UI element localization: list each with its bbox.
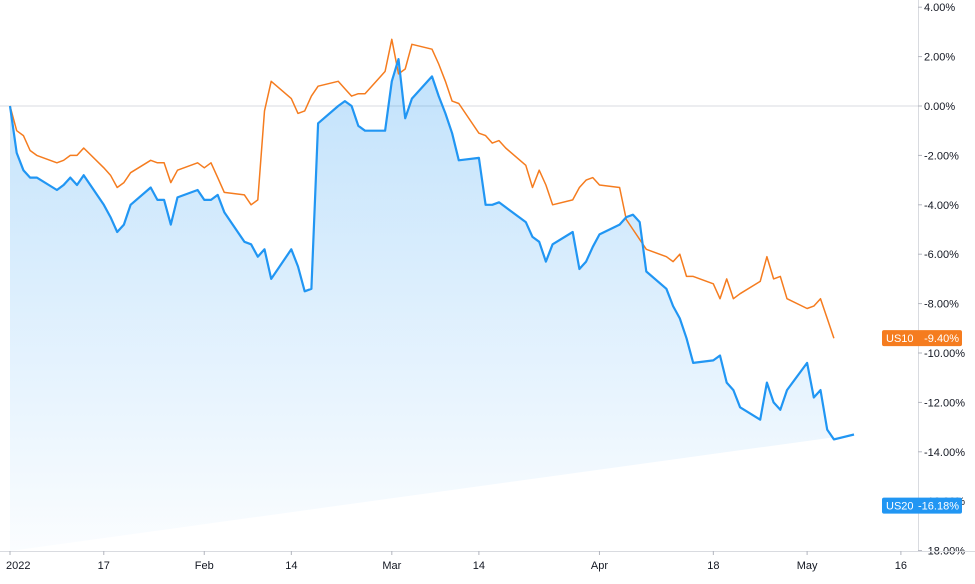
x-tick-label: 16 — [895, 560, 907, 572]
y-axis: 4.00% 2.00% 0.00% -2.00% -4.00% -6.00% -8.00% -… — [918, 0, 965, 558]
y-tick-label: -6.00% — [924, 249, 959, 261]
x-tick-label: Mar — [382, 560, 401, 572]
y-tick-label: -14.00% — [924, 447, 965, 459]
y-tick-label: 2.00% — [924, 52, 955, 64]
x-tick-label: 2022 — [6, 560, 30, 572]
x-tick-label: May — [797, 560, 818, 572]
y-tick-label: -2.00% — [924, 150, 959, 162]
x-tick-label: 18 — [707, 560, 719, 572]
y-tick-label: -4.00% — [924, 200, 959, 212]
last-value-badges: US10 -9.40% US20 -16.18% — [882, 330, 962, 514]
y-tick-label: 0.00% — [924, 101, 955, 113]
us20-area — [10, 59, 854, 551]
plot-area[interactable] — [0, 0, 918, 551]
badge-us10: US10 -9.40% — [882, 330, 962, 347]
us20-line[interactable] — [8, 58, 855, 441]
badge-background — [882, 497, 962, 514]
badge-series-name: US20 — [886, 501, 914, 513]
y-tick-label: -8.00% — [924, 299, 959, 311]
badge-background — [882, 330, 962, 347]
badge-series-name: US10 — [886, 333, 914, 345]
x-axis: 2022 17 Feb 14 Mar 14 Apr 18 May 16 — [0, 551, 975, 572]
badge-value: -16.18% — [918, 501, 959, 513]
x-tick-label: Apr — [591, 560, 608, 572]
x-tick-label: 17 — [98, 560, 110, 572]
x-tick-label: Feb — [195, 560, 214, 572]
y-tick-label: -12.00% — [924, 397, 965, 409]
badge-us20: US20 -16.18% — [882, 497, 962, 514]
y-tick-label: 4.00% — [924, 2, 955, 14]
x-tick-label: 14 — [473, 560, 485, 572]
badge-value: -9.40% — [924, 333, 959, 345]
x-tick-label: 14 — [285, 560, 297, 572]
us10-line[interactable] — [9, 38, 835, 339]
y-tick-label: -10.00% — [924, 348, 965, 360]
